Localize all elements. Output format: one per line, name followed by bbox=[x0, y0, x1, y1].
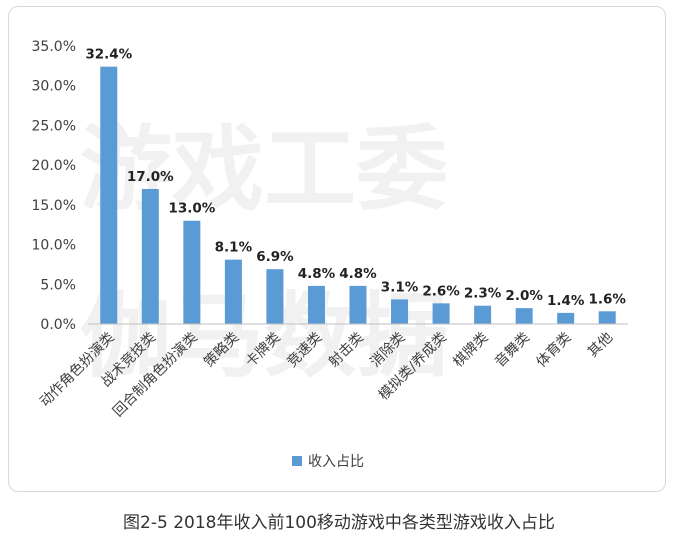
bar bbox=[100, 66, 118, 324]
chart-frame bbox=[8, 6, 666, 492]
data-label: 2.3% bbox=[464, 286, 502, 302]
bar bbox=[307, 285, 325, 324]
legend: 收入占比 bbox=[292, 454, 364, 470]
data-label: 6.9% bbox=[256, 249, 294, 265]
bar bbox=[224, 259, 242, 324]
data-label: 2.6% bbox=[422, 283, 460, 299]
bar bbox=[391, 299, 409, 324]
x-tick-label: 音舞类 bbox=[491, 329, 533, 371]
x-tick-label: 消除类 bbox=[367, 330, 408, 371]
y-tick-label: 15.0% bbox=[32, 198, 76, 214]
data-labels: 32.4%17.0%13.0%8.1%6.9%4.8% 4.8%3.1% 2.6% 2… bbox=[85, 47, 626, 309]
data-label: 1.6% bbox=[589, 291, 627, 307]
data-label: 2.0% bbox=[505, 288, 543, 304]
figure-caption: 图2-5 2018年收入前100移动游戏中各类型游戏收入占比 bbox=[123, 513, 555, 533]
bar bbox=[183, 220, 201, 324]
bar bbox=[557, 312, 575, 324]
data-label: 8.1% bbox=[215, 240, 253, 256]
y-tick-label: 20.0% bbox=[32, 158, 76, 174]
bar bbox=[141, 188, 159, 324]
bar bbox=[515, 308, 533, 324]
x-tick-label: 其他 bbox=[585, 330, 616, 361]
bar-chart: 0.0% 5.0% 10.0% 15.0% 20.0% 25.0% 30.0% 35.0% 3… bbox=[32, 39, 628, 470]
x-tick-label: 棋牌类 bbox=[450, 329, 492, 371]
y-tick-label: 35.0% bbox=[32, 39, 76, 55]
data-label: 3.1% bbox=[381, 279, 419, 295]
y-tick-label: 30.0% bbox=[32, 79, 76, 95]
data-label: 4.8% bbox=[298, 266, 336, 282]
data-label: 17.0% bbox=[127, 169, 174, 185]
y-tick-label: 0.0% bbox=[40, 317, 76, 333]
bar bbox=[349, 285, 367, 324]
bar-series bbox=[100, 66, 616, 324]
data-label: 4.8% bbox=[339, 266, 377, 282]
legend-label: 收入占比 bbox=[308, 454, 364, 470]
x-tick-label: 体育类 bbox=[534, 330, 575, 371]
data-label: 32.4% bbox=[85, 47, 132, 63]
x-tick-label: 卡牌类 bbox=[242, 329, 284, 371]
legend-swatch bbox=[292, 456, 302, 466]
bar bbox=[598, 311, 616, 324]
x-tick-label: 竞速类 bbox=[284, 329, 326, 371]
bar bbox=[432, 303, 450, 324]
bar bbox=[266, 269, 284, 324]
y-axis: 0.0% 5.0% 10.0% 15.0% 20.0% 25.0% 30.0% 35.0% bbox=[32, 39, 76, 333]
bar bbox=[474, 305, 492, 324]
x-tick-label: 动作角色扮演类 bbox=[36, 329, 117, 410]
y-tick-label: 5.0% bbox=[40, 277, 76, 293]
x-tick-label: 策略类 bbox=[200, 329, 242, 371]
y-tick-label: 10.0% bbox=[32, 238, 76, 254]
x-tick-label: 射击类 bbox=[326, 330, 367, 371]
y-tick-label: 25.0% bbox=[32, 118, 76, 134]
data-label: 13.0% bbox=[168, 201, 215, 217]
data-label: 1.4% bbox=[547, 293, 585, 309]
